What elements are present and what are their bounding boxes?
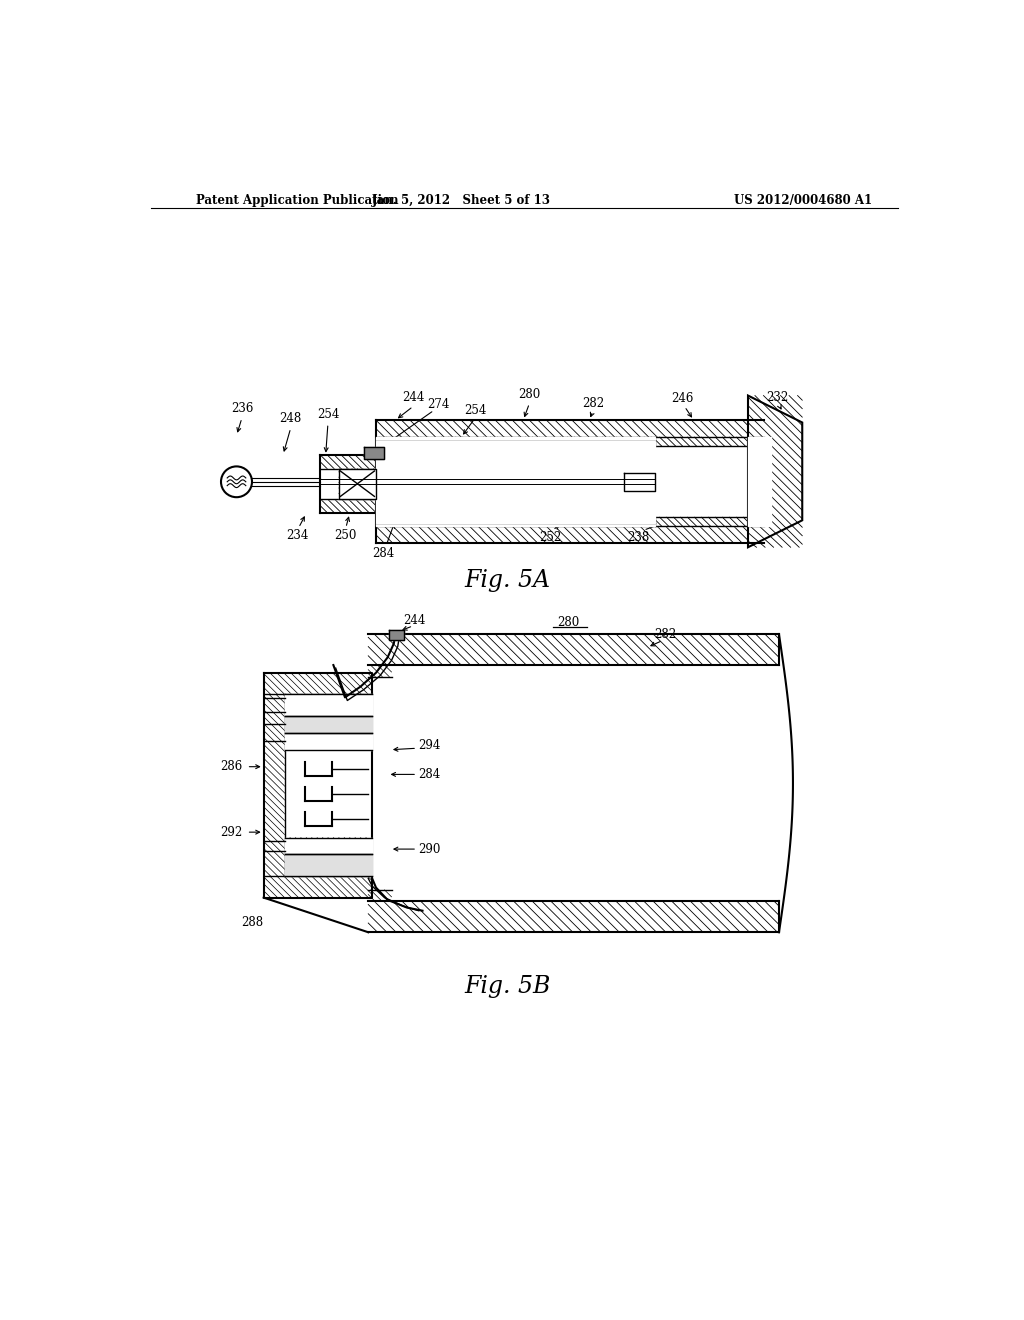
Text: 288: 288 <box>242 916 263 929</box>
Polygon shape <box>369 665 391 677</box>
Text: 284: 284 <box>373 546 395 560</box>
Polygon shape <box>263 876 372 898</box>
Text: Fig. 5B: Fig. 5B <box>465 974 551 998</box>
Text: 246: 246 <box>671 392 693 405</box>
Polygon shape <box>263 673 372 694</box>
Polygon shape <box>286 715 372 733</box>
Text: 252: 252 <box>540 531 561 544</box>
Polygon shape <box>376 437 655 441</box>
Text: 238: 238 <box>627 531 649 544</box>
Polygon shape <box>376 420 764 437</box>
Text: 274: 274 <box>427 399 450 412</box>
Text: 282: 282 <box>582 397 604 409</box>
Text: Jan. 5, 2012   Sheet 5 of 13: Jan. 5, 2012 Sheet 5 of 13 <box>372 194 551 207</box>
Text: 280: 280 <box>557 616 580 630</box>
Polygon shape <box>376 441 655 523</box>
Text: US 2012/0004680 A1: US 2012/0004680 A1 <box>734 194 872 207</box>
Polygon shape <box>321 469 376 499</box>
Text: 284: 284 <box>419 768 441 781</box>
Text: 282: 282 <box>654 628 676 640</box>
Circle shape <box>221 466 252 498</box>
Text: Patent Application Publication: Patent Application Publication <box>197 194 398 207</box>
Polygon shape <box>286 733 372 750</box>
Text: 248: 248 <box>280 412 302 425</box>
Text: 254: 254 <box>464 404 486 417</box>
Text: 290: 290 <box>419 842 441 855</box>
Polygon shape <box>748 396 802 548</box>
Polygon shape <box>369 665 795 902</box>
Polygon shape <box>339 469 376 499</box>
Polygon shape <box>321 499 376 512</box>
Polygon shape <box>369 890 391 902</box>
Text: 244: 244 <box>402 391 424 404</box>
Polygon shape <box>321 455 376 512</box>
Polygon shape <box>369 635 779 665</box>
Polygon shape <box>376 437 764 527</box>
Polygon shape <box>655 437 764 446</box>
Polygon shape <box>263 694 286 876</box>
Polygon shape <box>376 523 655 527</box>
Polygon shape <box>286 694 372 715</box>
Text: 236: 236 <box>230 403 253 416</box>
Text: 232: 232 <box>766 391 788 404</box>
Polygon shape <box>748 437 771 527</box>
Polygon shape <box>286 838 372 854</box>
Polygon shape <box>321 455 376 469</box>
Polygon shape <box>369 902 779 932</box>
Text: 250: 250 <box>334 529 356 543</box>
Text: 292: 292 <box>220 825 243 838</box>
Polygon shape <box>655 517 764 527</box>
Polygon shape <box>286 854 372 876</box>
Polygon shape <box>365 447 384 459</box>
Text: 294: 294 <box>419 739 441 752</box>
Polygon shape <box>286 694 372 876</box>
Text: 254: 254 <box>316 408 339 421</box>
Text: 280: 280 <box>518 388 541 401</box>
Text: Fig. 5A: Fig. 5A <box>465 569 551 591</box>
Text: 234: 234 <box>286 529 308 543</box>
Polygon shape <box>376 527 764 544</box>
Polygon shape <box>389 631 403 640</box>
Text: 286: 286 <box>220 760 243 774</box>
Text: 244: 244 <box>403 614 426 627</box>
